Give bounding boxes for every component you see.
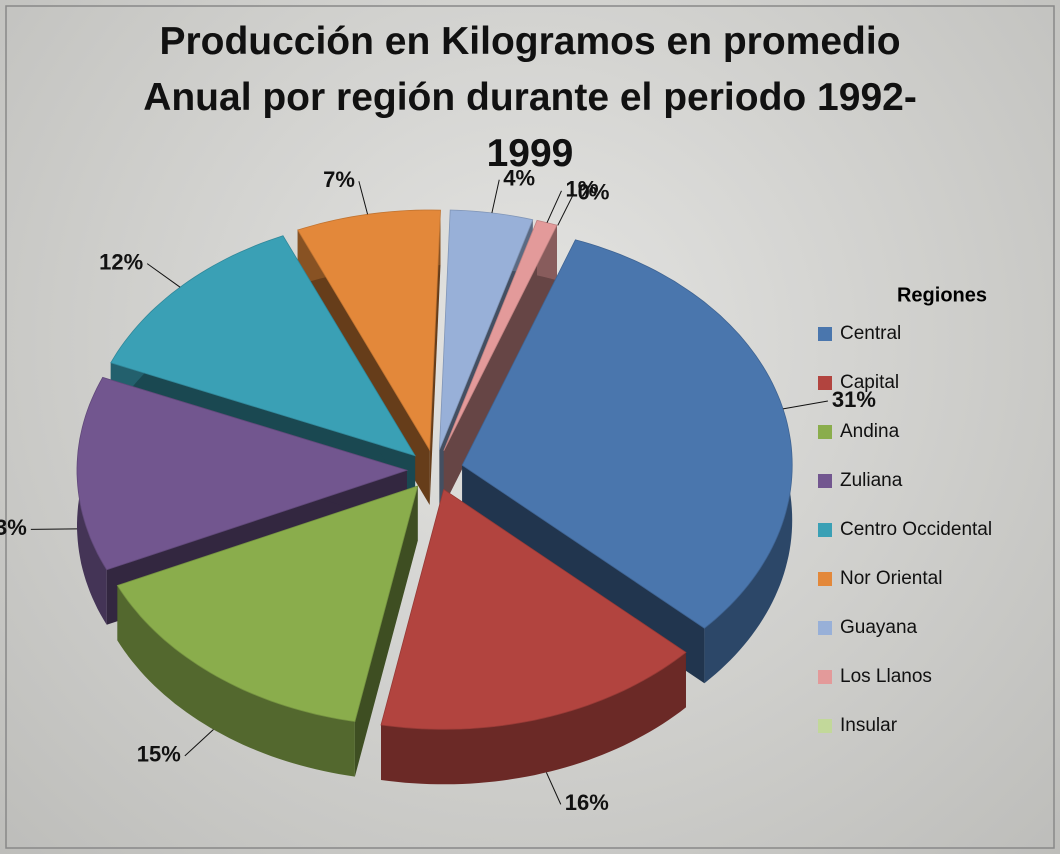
leader-line [147,264,180,288]
leader-line [31,529,77,530]
legend-swatch [818,376,832,390]
legend-swatch [818,425,832,439]
leader-line [359,181,368,214]
legend-title: Regiones [897,284,987,306]
leader-line [185,730,214,756]
legend-swatch [818,572,832,586]
legend-swatch [818,719,832,733]
data-label: 12% [99,249,143,274]
leader-line [783,401,828,409]
legend-label: Capital [840,372,899,393]
legend-label: Guayana [840,617,918,638]
leader-line [547,191,561,223]
legend-label: Centro Occidental [840,519,992,540]
legend-swatch [818,621,832,635]
data-label: 16% [565,790,609,815]
legend-label: Los Llanos [840,666,932,687]
legend-swatch [818,327,832,341]
legend-label: Insular [840,715,898,736]
leader-line [546,772,560,804]
data-label: 15% [137,742,181,767]
data-label: 0% [578,180,610,205]
chart: Regiones 31%16%15%13%12%7%4%1%0%CentralC… [0,0,1060,854]
leader-line [492,180,499,213]
legend-swatch [818,523,832,537]
data-label: 13% [0,515,27,540]
legend-label: Andina [840,421,900,442]
chart-title: Producción en Kilogramos en promedio Anu… [110,14,950,182]
legend-label: Central [840,323,901,344]
legend-label: Zuliana [840,470,903,491]
legend-swatch [818,474,832,488]
legend-swatch [818,670,832,684]
legend-label: Nor Oriental [840,568,942,589]
